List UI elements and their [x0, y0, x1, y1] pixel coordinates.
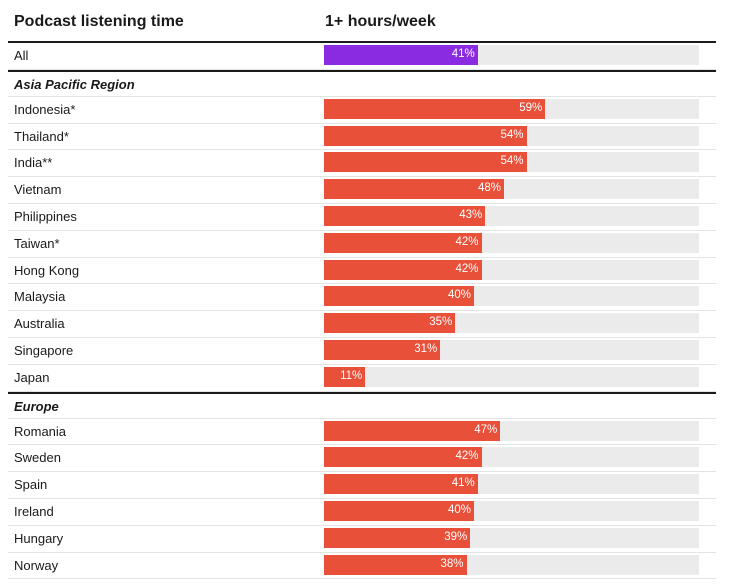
- table-row: India** 54%: [8, 150, 716, 178]
- value-label: 42%: [455, 262, 479, 275]
- table-row: Malaysia 40%: [8, 284, 716, 312]
- bar-track: 47%: [324, 420, 699, 441]
- bar: 42%: [324, 447, 482, 468]
- bar-track: 35%: [324, 313, 699, 334]
- bar-track: 31%: [324, 340, 699, 360]
- value-label: 40%: [447, 289, 471, 302]
- group-header: Europe: [8, 391, 716, 419]
- bar-track: 54%: [324, 125, 699, 146]
- value-label: 54%: [500, 155, 524, 168]
- bar-track: 59%: [324, 98, 699, 119]
- bar: 48%: [324, 179, 504, 200]
- table-row: Norway 38%: [8, 553, 716, 580]
- value-label: 41%: [451, 477, 475, 490]
- value-label: 48%: [477, 182, 501, 195]
- bar-track: 41%: [324, 45, 699, 65]
- table-row: Singapore 31%: [8, 338, 716, 365]
- group-label: Europe: [14, 398, 59, 414]
- bar: 42%: [324, 259, 482, 280]
- category-label: Taiwan*: [14, 235, 60, 251]
- value-label: 59%: [519, 101, 543, 114]
- bar: 59%: [324, 98, 546, 119]
- table-row: Hungary 39%: [8, 526, 716, 553]
- group-header: Asia Pacific Region: [8, 69, 716, 97]
- category-label: Sweden: [14, 450, 61, 466]
- bar: 11%: [324, 366, 366, 387]
- header-divider: [8, 41, 716, 43]
- bar: 41%: [324, 474, 478, 495]
- category-column-header: Podcast listening time: [14, 13, 184, 30]
- bar-track: 41%: [324, 474, 699, 495]
- bar: 54%: [324, 125, 527, 146]
- category-label: Norway: [14, 557, 59, 573]
- category-label: Singapore: [14, 343, 74, 358]
- value-label: 47%: [474, 423, 498, 436]
- table-row: Sweden 42%: [8, 445, 716, 473]
- value-label: 38%: [440, 557, 464, 570]
- bar-track: 42%: [324, 232, 699, 253]
- value-label: 35%: [429, 316, 453, 329]
- bar: 40%: [324, 286, 474, 307]
- bar: 41%: [324, 45, 478, 65]
- table-row: Taiwan* 42%: [8, 231, 716, 258]
- bar-track: 11%: [324, 366, 699, 387]
- category-label: Indonesia*: [14, 101, 76, 117]
- table-row: Japan 11%: [8, 365, 716, 392]
- value-label: 42%: [455, 450, 479, 463]
- category-label: Thailand*: [14, 128, 69, 144]
- table-row: Indonesia* 59%: [8, 97, 716, 124]
- bar: 47%: [324, 420, 501, 441]
- bar: 43%: [324, 206, 486, 226]
- value-label: 42%: [455, 235, 479, 248]
- category-label: Malaysia: [14, 289, 66, 305]
- table-row: Vietnam 48%: [8, 177, 716, 204]
- bar-track: 40%: [324, 286, 699, 307]
- category-label: Ireland: [14, 504, 54, 519]
- category-label: Australia: [14, 316, 65, 332]
- value-label: 31%: [414, 343, 438, 355]
- bar-track: 43%: [324, 206, 699, 226]
- table-row: All 41%: [8, 43, 716, 70]
- bar: 42%: [324, 232, 482, 253]
- bar: 54%: [324, 152, 527, 173]
- category-label: Hong Kong: [14, 262, 80, 278]
- category-label: Romania: [14, 423, 67, 439]
- table-row: Thailand* 54%: [8, 124, 716, 151]
- table-row: Spain 41%: [8, 472, 716, 499]
- bar-track: 48%: [324, 179, 699, 200]
- table-row: Australia 35%: [8, 311, 716, 338]
- group-label: Asia Pacific Region: [14, 76, 135, 92]
- bar: 39%: [324, 527, 471, 548]
- bar: 35%: [324, 313, 456, 334]
- table-row: Philippines 43%: [8, 204, 716, 231]
- bar: 31%: [324, 340, 441, 360]
- category-label: All: [14, 48, 29, 63]
- value-label: 54%: [500, 128, 524, 141]
- bar-track: 39%: [324, 527, 699, 548]
- bar-track: 38%: [324, 554, 699, 575]
- category-label: Vietnam: [14, 182, 62, 198]
- bar: 38%: [324, 554, 467, 575]
- bar: 40%: [324, 501, 474, 521]
- category-label: Philippines: [14, 209, 77, 224]
- bar-track: 42%: [324, 259, 699, 280]
- bar-track: 42%: [324, 447, 699, 468]
- table-row: Ireland 40%: [8, 499, 716, 526]
- category-label: Hungary: [14, 530, 64, 546]
- value-label: 39%: [444, 530, 468, 543]
- value-label: 41%: [451, 48, 475, 60]
- bar-track: 54%: [324, 152, 699, 173]
- table-row: Hong Kong 42%: [8, 258, 716, 285]
- value-label: 11%: [340, 369, 363, 382]
- category-label: Japan: [14, 369, 50, 385]
- table-row: Romania 47%: [8, 419, 716, 446]
- value-label: 43%: [459, 209, 483, 221]
- category-label: India**: [14, 155, 53, 171]
- bar-track: 40%: [324, 501, 699, 521]
- value-label: 40%: [447, 504, 471, 516]
- value-column-header: 1+ hours/week: [325, 13, 436, 30]
- category-label: Spain: [14, 477, 48, 493]
